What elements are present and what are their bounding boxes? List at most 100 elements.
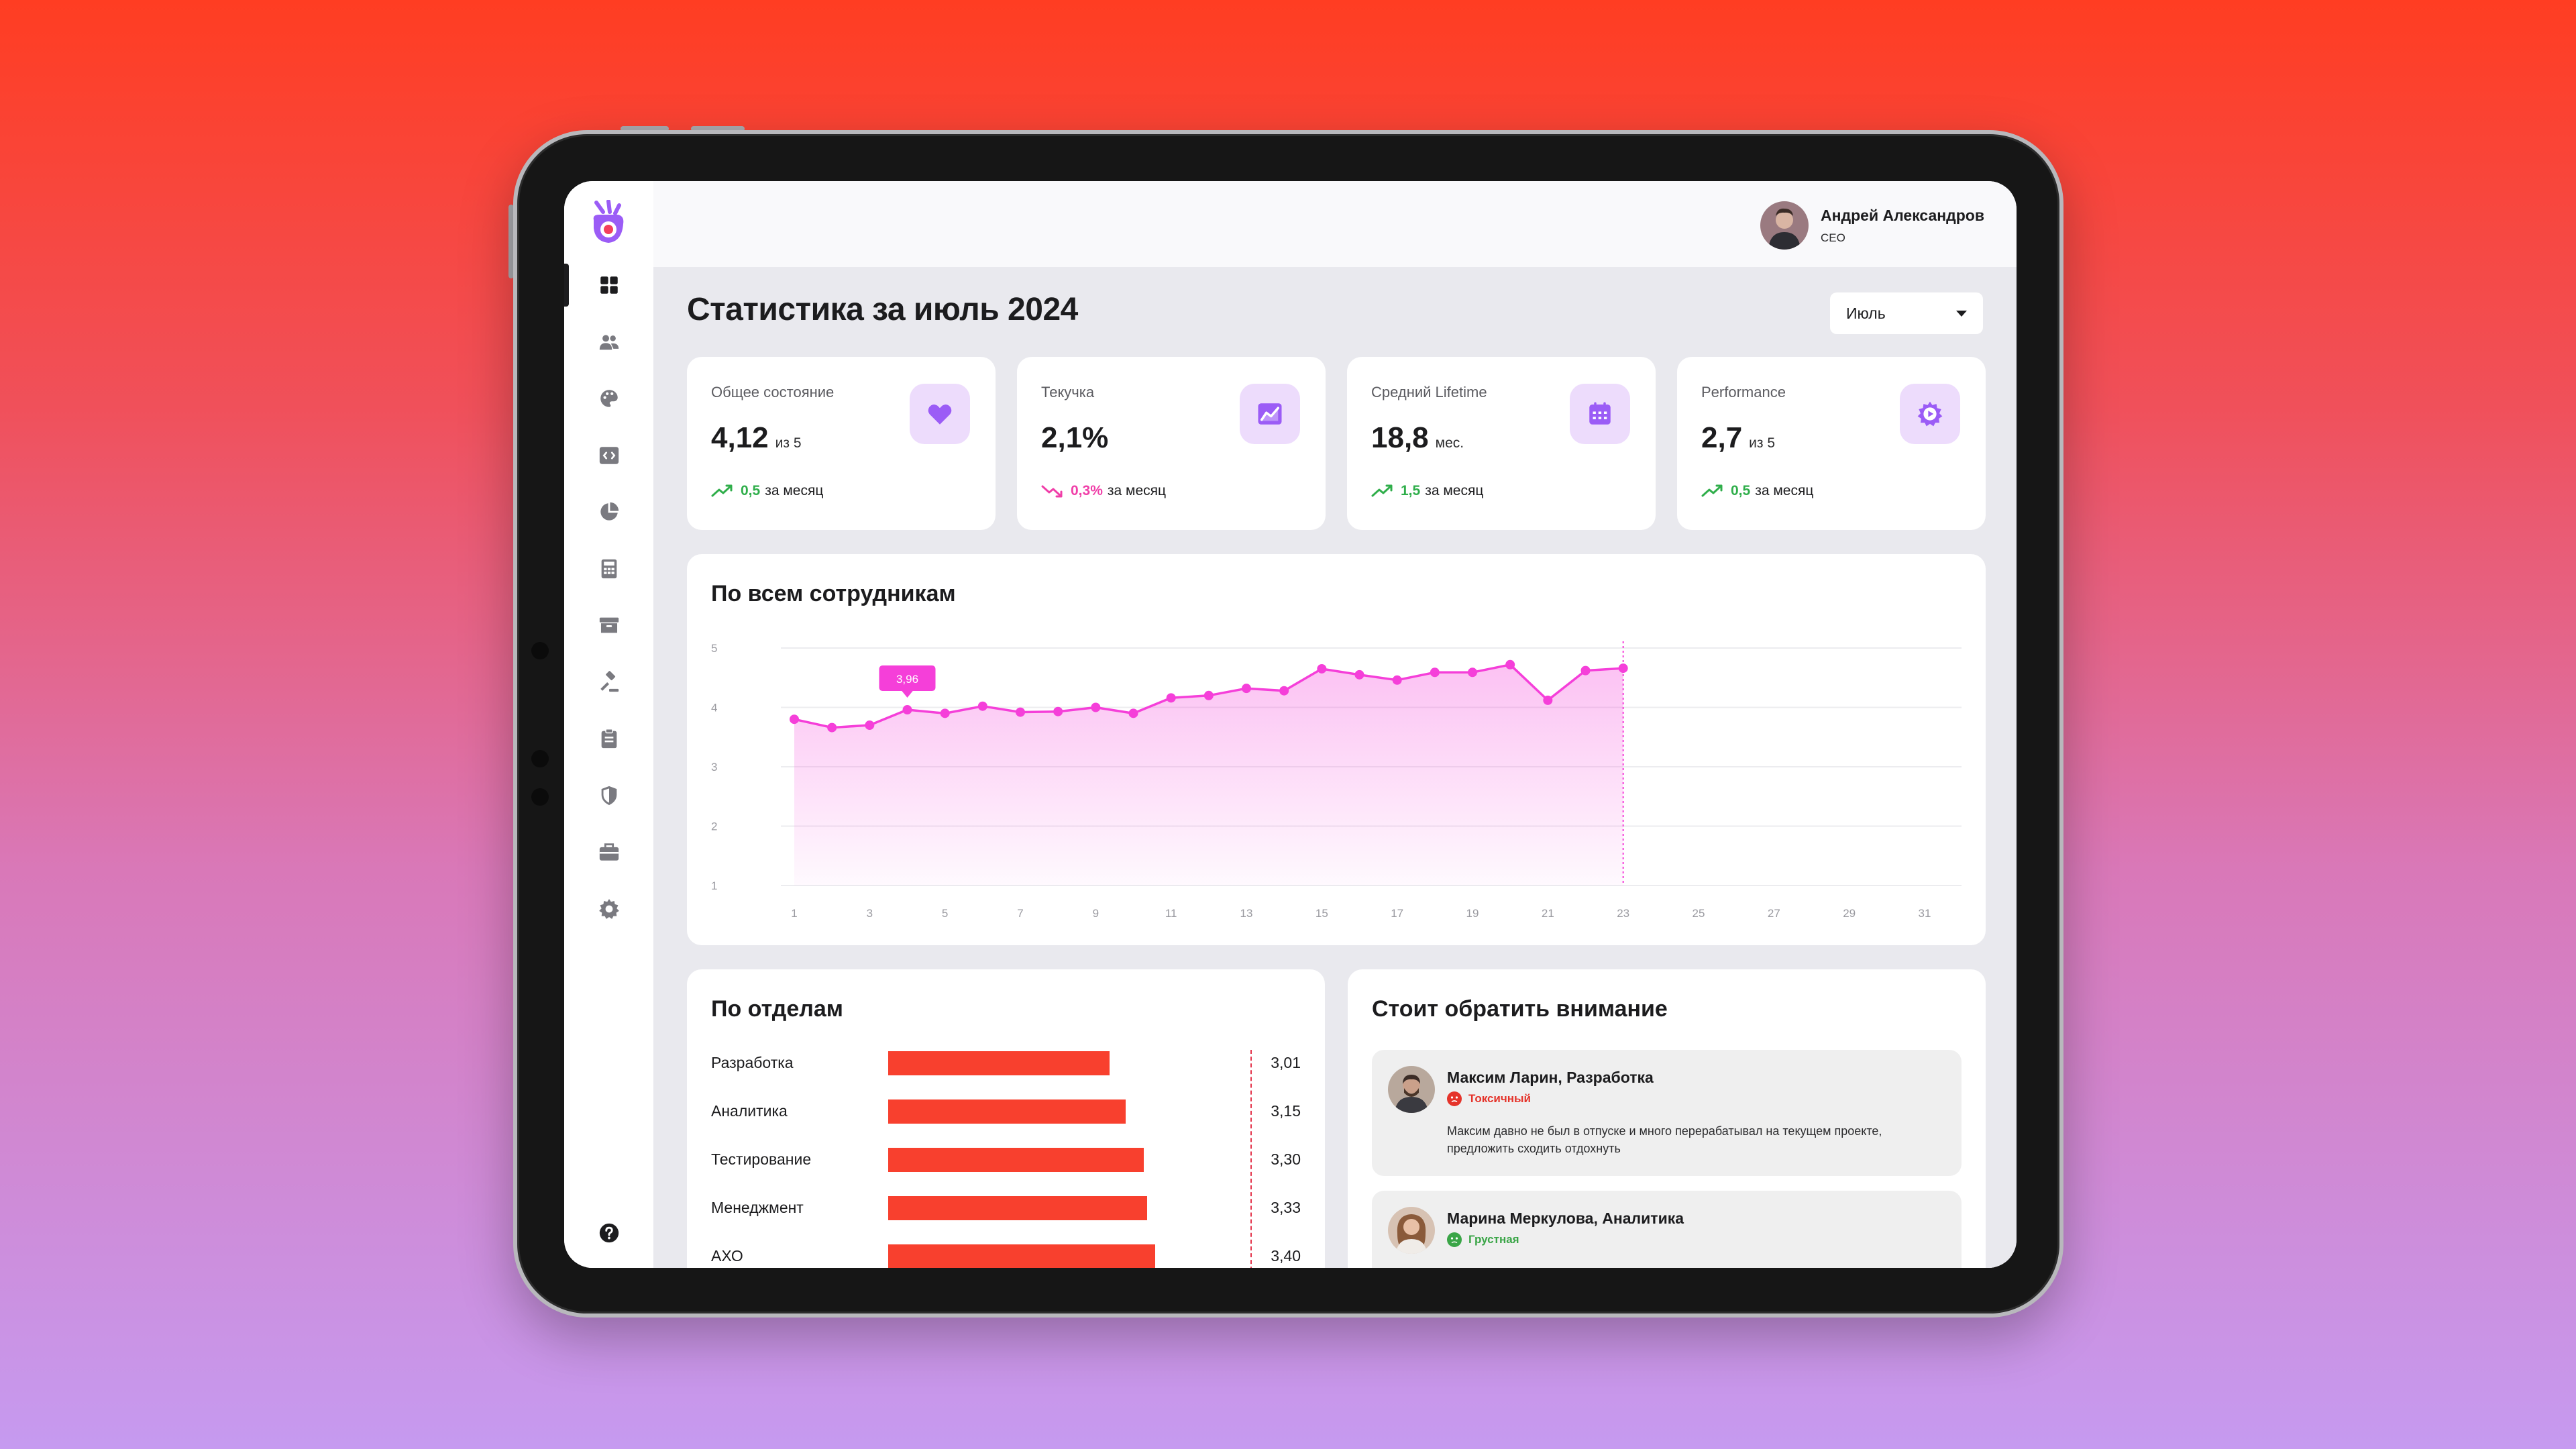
nav-palette[interactable] xyxy=(564,372,653,425)
sidebar xyxy=(564,181,653,1268)
kpi-delta-suffix: за месяц xyxy=(1755,483,1814,498)
chart-tooltip-label: 3,96 xyxy=(896,673,918,686)
nav-dashboard[interactable] xyxy=(564,258,653,312)
app-screen: Андрей Александров CEO Статистика за июл… xyxy=(564,181,2017,1268)
department-row[interactable]: АХО 3,40 xyxy=(711,1243,1301,1268)
kpi-label: Текучка xyxy=(1041,384,1095,400)
y-tick-label: 5 xyxy=(711,642,717,655)
chart-point xyxy=(977,701,987,711)
kpi-value: 18,8 мес. xyxy=(1371,421,1464,455)
archive-icon xyxy=(599,617,619,633)
avatar xyxy=(1388,1207,1435,1254)
departments-reference-line xyxy=(1250,1050,1252,1268)
nav-security[interactable] xyxy=(564,769,653,822)
chart-point xyxy=(1279,686,1289,696)
nav-reports[interactable] xyxy=(564,485,653,539)
kpi-label: Средний Lifetime xyxy=(1371,384,1487,400)
kpi-trend: 0,3% за месяц xyxy=(1041,483,1166,499)
department-row[interactable]: Тестирование 3,30 xyxy=(711,1146,1301,1173)
dashboard-icon xyxy=(600,276,618,294)
chart-point xyxy=(1166,693,1176,703)
kpi-card-performance[interactable]: Performance 2,7 из 5 0,5 за месяц xyxy=(1677,357,1986,530)
department-value: 3,30 xyxy=(1271,1150,1301,1168)
departments-card: По отделам Разработка 3,01 Аналитика 3,15 Те… xyxy=(687,969,1325,1268)
kpi-label: Общее состояние xyxy=(711,384,835,400)
help-icon xyxy=(599,1223,619,1243)
nav-archive[interactable] xyxy=(564,598,653,652)
kpi-trend: 0,5 за месяц xyxy=(711,483,823,499)
pie-chart-icon xyxy=(600,502,619,521)
y-tick-label: 1 xyxy=(711,879,717,892)
heart-icon xyxy=(910,384,970,444)
user-profile[interactable]: Андрей Александров CEO xyxy=(1760,201,1984,250)
kpi-card-overall[interactable]: Общее состояние 4,12 из 5 0,5 за месяц xyxy=(687,357,996,530)
kpi-number: 18,8 xyxy=(1371,421,1429,454)
kpi-unit: из 5 xyxy=(775,435,802,451)
chart-point xyxy=(827,722,837,733)
chart-tooltip xyxy=(879,665,936,692)
gavel-icon xyxy=(600,671,619,692)
department-value: 3,40 xyxy=(1271,1247,1301,1265)
kpi-value: 2,1% xyxy=(1041,421,1115,455)
nav-users[interactable] xyxy=(564,315,653,369)
tablet-sensor-1 xyxy=(531,750,549,767)
nav-calculator[interactable] xyxy=(564,542,653,596)
clipboard-icon xyxy=(601,729,616,749)
kpi-label: Performance xyxy=(1701,384,1786,400)
chart-point xyxy=(1317,663,1327,674)
x-tick-label: 29 xyxy=(1843,907,1856,920)
nav-code[interactable] xyxy=(564,429,653,482)
chart-point xyxy=(1468,667,1477,678)
department-row[interactable]: Разработка 3,01 xyxy=(711,1050,1301,1077)
department-row[interactable]: Аналитика 3,15 xyxy=(711,1098,1301,1125)
attention-item[interactable]: Марина Меркулова, Аналитика Грустная xyxy=(1372,1191,1962,1268)
topbar: Андрей Александров CEO xyxy=(653,181,2017,267)
chart-area xyxy=(794,664,1623,885)
chart-point xyxy=(1203,690,1214,700)
trend-down-icon xyxy=(1041,485,1063,498)
chevron-down-icon xyxy=(1956,310,1967,317)
attention-item[interactable]: Максим Ларин, Разработка Токсичный Макси… xyxy=(1372,1050,1962,1176)
kpi-unit: из 5 xyxy=(1749,435,1776,451)
chart-point xyxy=(902,705,912,715)
trend-up-icon xyxy=(1701,484,1723,497)
department-row[interactable]: Менеджмент 3,33 xyxy=(711,1195,1301,1222)
chart-point xyxy=(790,714,799,724)
kpi-card-lifetime[interactable]: Средний Lifetime 18,8 мес. 1,5 за месяц xyxy=(1347,357,1656,530)
status-badge-label: Токсичный xyxy=(1468,1092,1531,1105)
chart-point xyxy=(1505,659,1515,669)
kpi-delta-suffix: за месяц xyxy=(1425,483,1484,498)
department-value: 3,33 xyxy=(1271,1199,1301,1216)
nav-settings[interactable] xyxy=(564,882,653,936)
y-tick-label: 3 xyxy=(711,761,717,773)
chart-tooltip-pointer xyxy=(901,690,914,698)
chart-point xyxy=(1580,665,1591,676)
department-bar xyxy=(888,1051,1110,1075)
tablet-top-button-1 xyxy=(621,126,669,131)
kpi-card-turnover[interactable]: Текучка 2,1% 0,3% за месяц xyxy=(1017,357,1326,530)
avatar xyxy=(1760,201,1809,250)
departments-title: По отделам xyxy=(711,996,843,1022)
users-icon xyxy=(599,335,619,350)
trend-up-icon xyxy=(1371,484,1393,497)
user-role: CEO xyxy=(1821,231,1845,244)
tablet-side-button xyxy=(508,205,514,278)
app-logo xyxy=(593,200,624,243)
month-select[interactable]: Июль xyxy=(1830,292,1983,334)
nav-help[interactable] xyxy=(564,1206,653,1260)
tablet-sensor-2 xyxy=(531,788,549,806)
attention-name: Марина Меркулова, Аналитика xyxy=(1447,1210,1684,1227)
calendar-icon xyxy=(1570,384,1630,444)
kpi-delta: 0,5 xyxy=(1731,483,1751,498)
attention-text: Максим давно не был в отпуске и много пе… xyxy=(1447,1124,1882,1155)
kpi-number: 4,12 xyxy=(711,421,769,454)
x-tick-label: 19 xyxy=(1466,907,1479,920)
nav-legal[interactable] xyxy=(564,655,653,709)
nav-work[interactable] xyxy=(564,825,653,879)
kpi-delta-suffix: за месяц xyxy=(1107,483,1167,498)
department-name: Менеджмент xyxy=(711,1199,804,1216)
department-name: Аналитика xyxy=(711,1102,788,1120)
department-name: Тестирование xyxy=(711,1150,812,1168)
nav-tasks[interactable] xyxy=(564,712,653,765)
